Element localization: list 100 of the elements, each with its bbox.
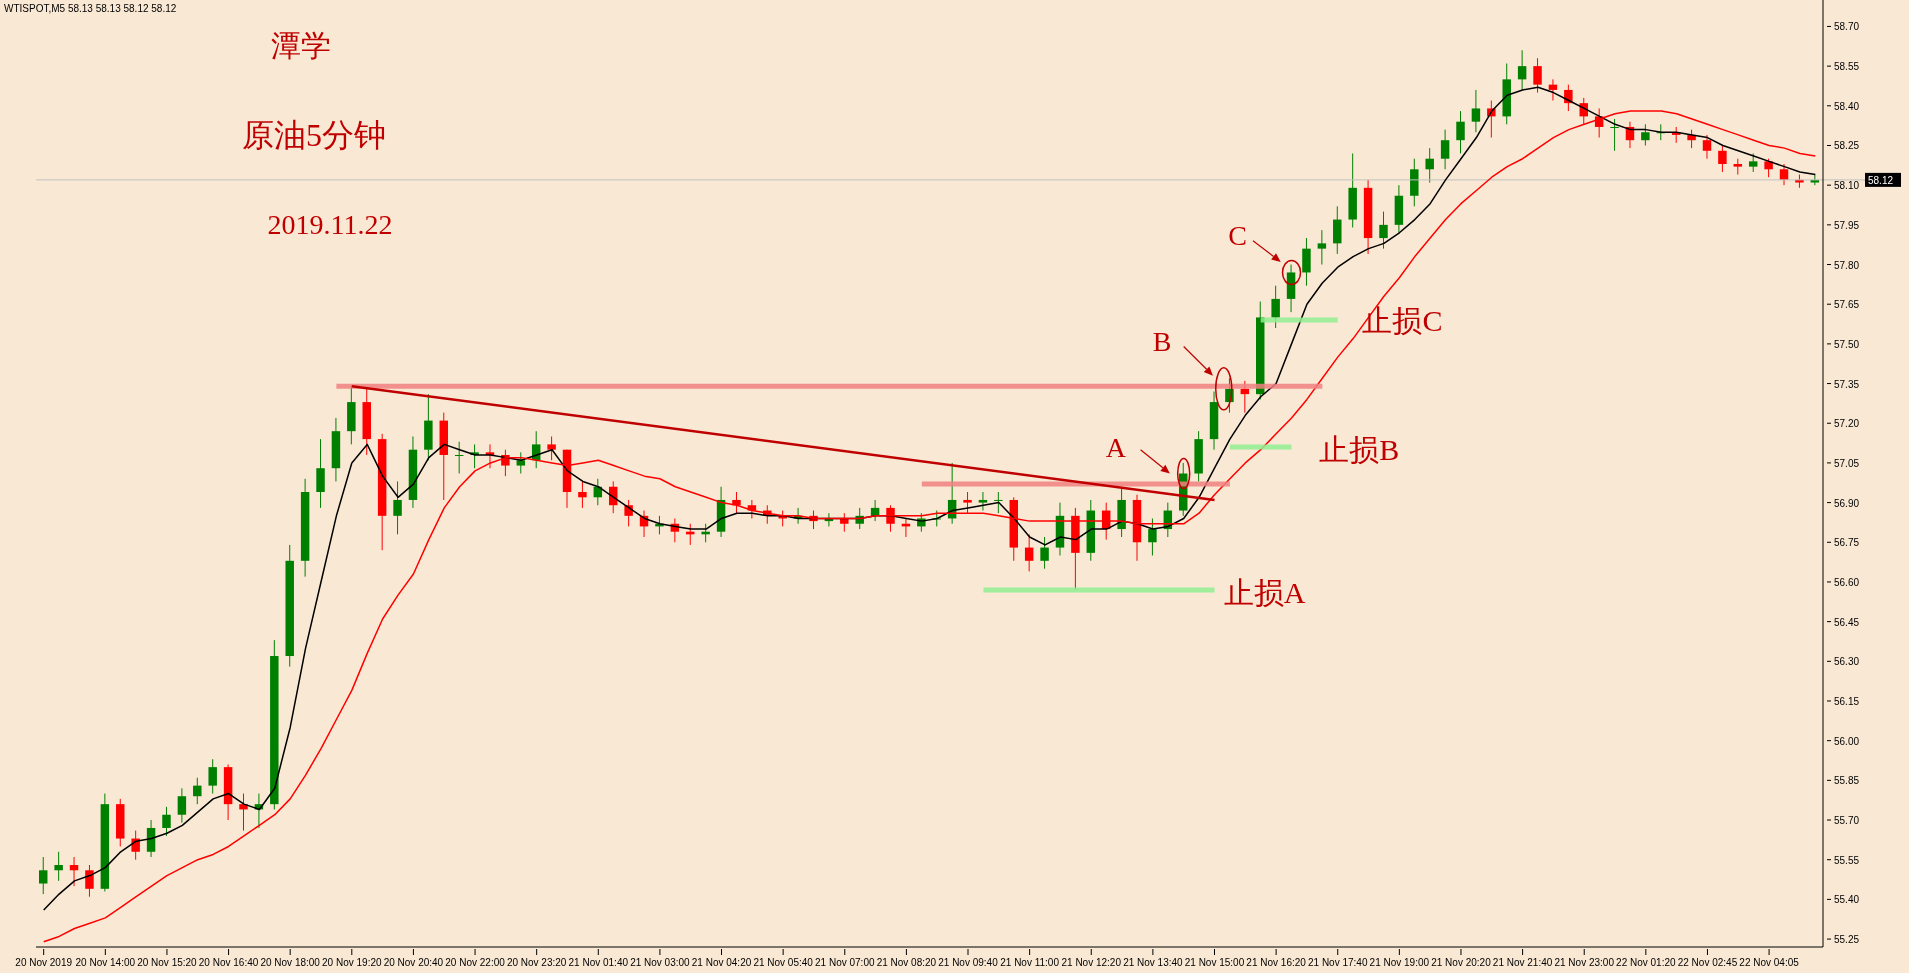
x-tick-label: 20 Nov 22:00 — [445, 957, 506, 968]
y-tick-label: 57.05 — [1834, 457, 1860, 469]
candlestick — [1533, 57, 1542, 94]
candlestick — [1471, 89, 1481, 133]
text: 潭学 — [271, 28, 331, 64]
x-tick-label: 20 Nov 2019 — [15, 957, 73, 968]
y-tick-label: 58.70 — [1834, 21, 1860, 33]
y-tick-label: 57.50 — [1834, 338, 1860, 350]
x-tick-label: 20 Nov 20:40 — [383, 957, 444, 968]
y-tick-label: 56.30 — [1834, 656, 1860, 668]
y-tick-label: 58.55 — [1834, 61, 1860, 73]
candlestick — [1702, 134, 1712, 160]
candlestick — [193, 777, 202, 805]
candlestick — [886, 504, 895, 533]
x-tick-label: 22 Nov 01:20 — [1616, 957, 1677, 968]
y-tick-label: 57.80 — [1834, 259, 1860, 271]
annotation: WTISPOT,M5 58.13 58.13 58.12 58.12 — [4, 3, 177, 14]
candlestick — [1718, 144, 1727, 173]
x-tick-label: 21 Nov 04:20 — [691, 957, 752, 968]
candlestick — [39, 856, 48, 895]
x-tick-label: 20 Nov 14:00 — [75, 957, 136, 968]
y-tick-label: 58.25 — [1834, 140, 1860, 152]
candlestick — [978, 491, 988, 512]
candlestick — [1333, 205, 1342, 255]
y-tick-label: 56.60 — [1834, 576, 1860, 588]
candlestick — [1517, 49, 1527, 91]
candlestick — [1764, 158, 1773, 178]
y-tick-label: 56.90 — [1834, 497, 1860, 509]
y-tick-label: 57.35 — [1834, 378, 1860, 390]
candlestick — [1748, 152, 1758, 173]
candlestick — [1302, 237, 1311, 287]
x-tick-label: 21 Nov 09:40 — [938, 957, 999, 968]
x-tick-label: 21 Nov 11:00 — [1000, 957, 1060, 968]
candlestick — [85, 864, 94, 898]
y-tick-label: 55.70 — [1834, 815, 1860, 827]
candlestick — [1641, 123, 1650, 146]
x-tick-label: 21 Nov 20:20 — [1431, 957, 1492, 968]
x-tick-label: 22 Nov 02:45 — [1677, 957, 1738, 968]
annotation: C — [1228, 220, 1247, 252]
y-tick-label: 55.25 — [1834, 934, 1860, 946]
y-tick-label: 57.65 — [1834, 299, 1860, 311]
y-tick-label: 55.40 — [1834, 894, 1860, 906]
x-tick-label: 21 Nov 13:40 — [1123, 957, 1184, 968]
y-tick-label: 56.75 — [1834, 537, 1860, 549]
annotation: 止损B — [1319, 433, 1400, 467]
y-tick-label: 55.85 — [1834, 775, 1860, 787]
candlestick — [516, 451, 526, 474]
x-tick-label: 21 Nov 01:40 — [568, 957, 629, 968]
x-tick-label: 22 Nov 04:05 — [1739, 957, 1800, 968]
annotation: 止损A — [1223, 576, 1306, 610]
ref-line-label: 58.12 — [1868, 174, 1894, 186]
x-tick-label: 21 Nov 08:20 — [876, 957, 937, 968]
x-tick-label: 20 Nov 16:40 — [198, 957, 259, 968]
annotation: B — [1152, 326, 1172, 358]
candlestick — [1024, 533, 1034, 572]
candlestick — [454, 441, 464, 474]
candlestick — [578, 480, 587, 509]
candlestick — [1379, 211, 1388, 250]
candlestick — [162, 806, 171, 837]
x-tick-label: 20 Nov 19:20 — [322, 957, 382, 968]
candlestick — [54, 851, 63, 882]
text: 原油5分钟 — [242, 116, 386, 155]
candlestick — [1148, 517, 1157, 556]
candlestick — [393, 480, 402, 535]
annotation: 2019.11.22 — [267, 209, 393, 240]
annotation: 止损C — [1362, 303, 1443, 337]
annotation: A — [1105, 431, 1127, 463]
x-tick-label: 21 Nov 07:00 — [815, 957, 875, 968]
y-tick-label: 58.40 — [1834, 100, 1860, 112]
x-tick-label: 21 Nov 12:20 — [1061, 957, 1122, 968]
candlestick — [994, 491, 1003, 514]
candlestick — [177, 787, 187, 824]
candlestick — [1425, 147, 1434, 184]
candlestick — [1040, 536, 1049, 570]
x-tick-label: 21 Nov 16:20 — [1246, 957, 1307, 968]
x-tick-label: 21 Nov 17:40 — [1307, 957, 1368, 968]
candlestick — [1440, 129, 1450, 170]
x-tick-label: 21 Nov 23:00 — [1554, 957, 1615, 968]
candlestick — [1317, 229, 1327, 266]
x-tick-label: 21 Nov 03:00 — [630, 957, 691, 968]
y-tick-label: 56.45 — [1834, 616, 1860, 628]
candlestick — [840, 512, 849, 533]
candlestick — [316, 438, 325, 509]
candlestick — [963, 491, 972, 514]
candlestick — [1456, 110, 1465, 154]
y-tick-label: 58.10 — [1834, 180, 1860, 192]
candlestick — [547, 435, 556, 461]
y-tick-label: 57.20 — [1834, 418, 1860, 430]
y-tick-label: 55.55 — [1834, 854, 1860, 866]
x-tick-label: 21 Nov 21:40 — [1492, 957, 1553, 968]
x-tick-label: 21 Nov 19:00 — [1369, 957, 1430, 968]
candlestick — [208, 758, 217, 795]
x-tick-label: 20 Nov 23:20 — [506, 957, 567, 968]
y-tick-label: 56.00 — [1834, 735, 1860, 747]
candlestick — [1610, 118, 1619, 152]
x-tick-label: 21 Nov 05:40 — [753, 957, 814, 968]
x-tick-label: 20 Nov 15:20 — [137, 957, 198, 968]
x-tick-label: 20 Nov 18:00 — [260, 957, 321, 968]
y-tick-label: 56.15 — [1834, 695, 1860, 707]
candlestick — [1271, 285, 1280, 329]
